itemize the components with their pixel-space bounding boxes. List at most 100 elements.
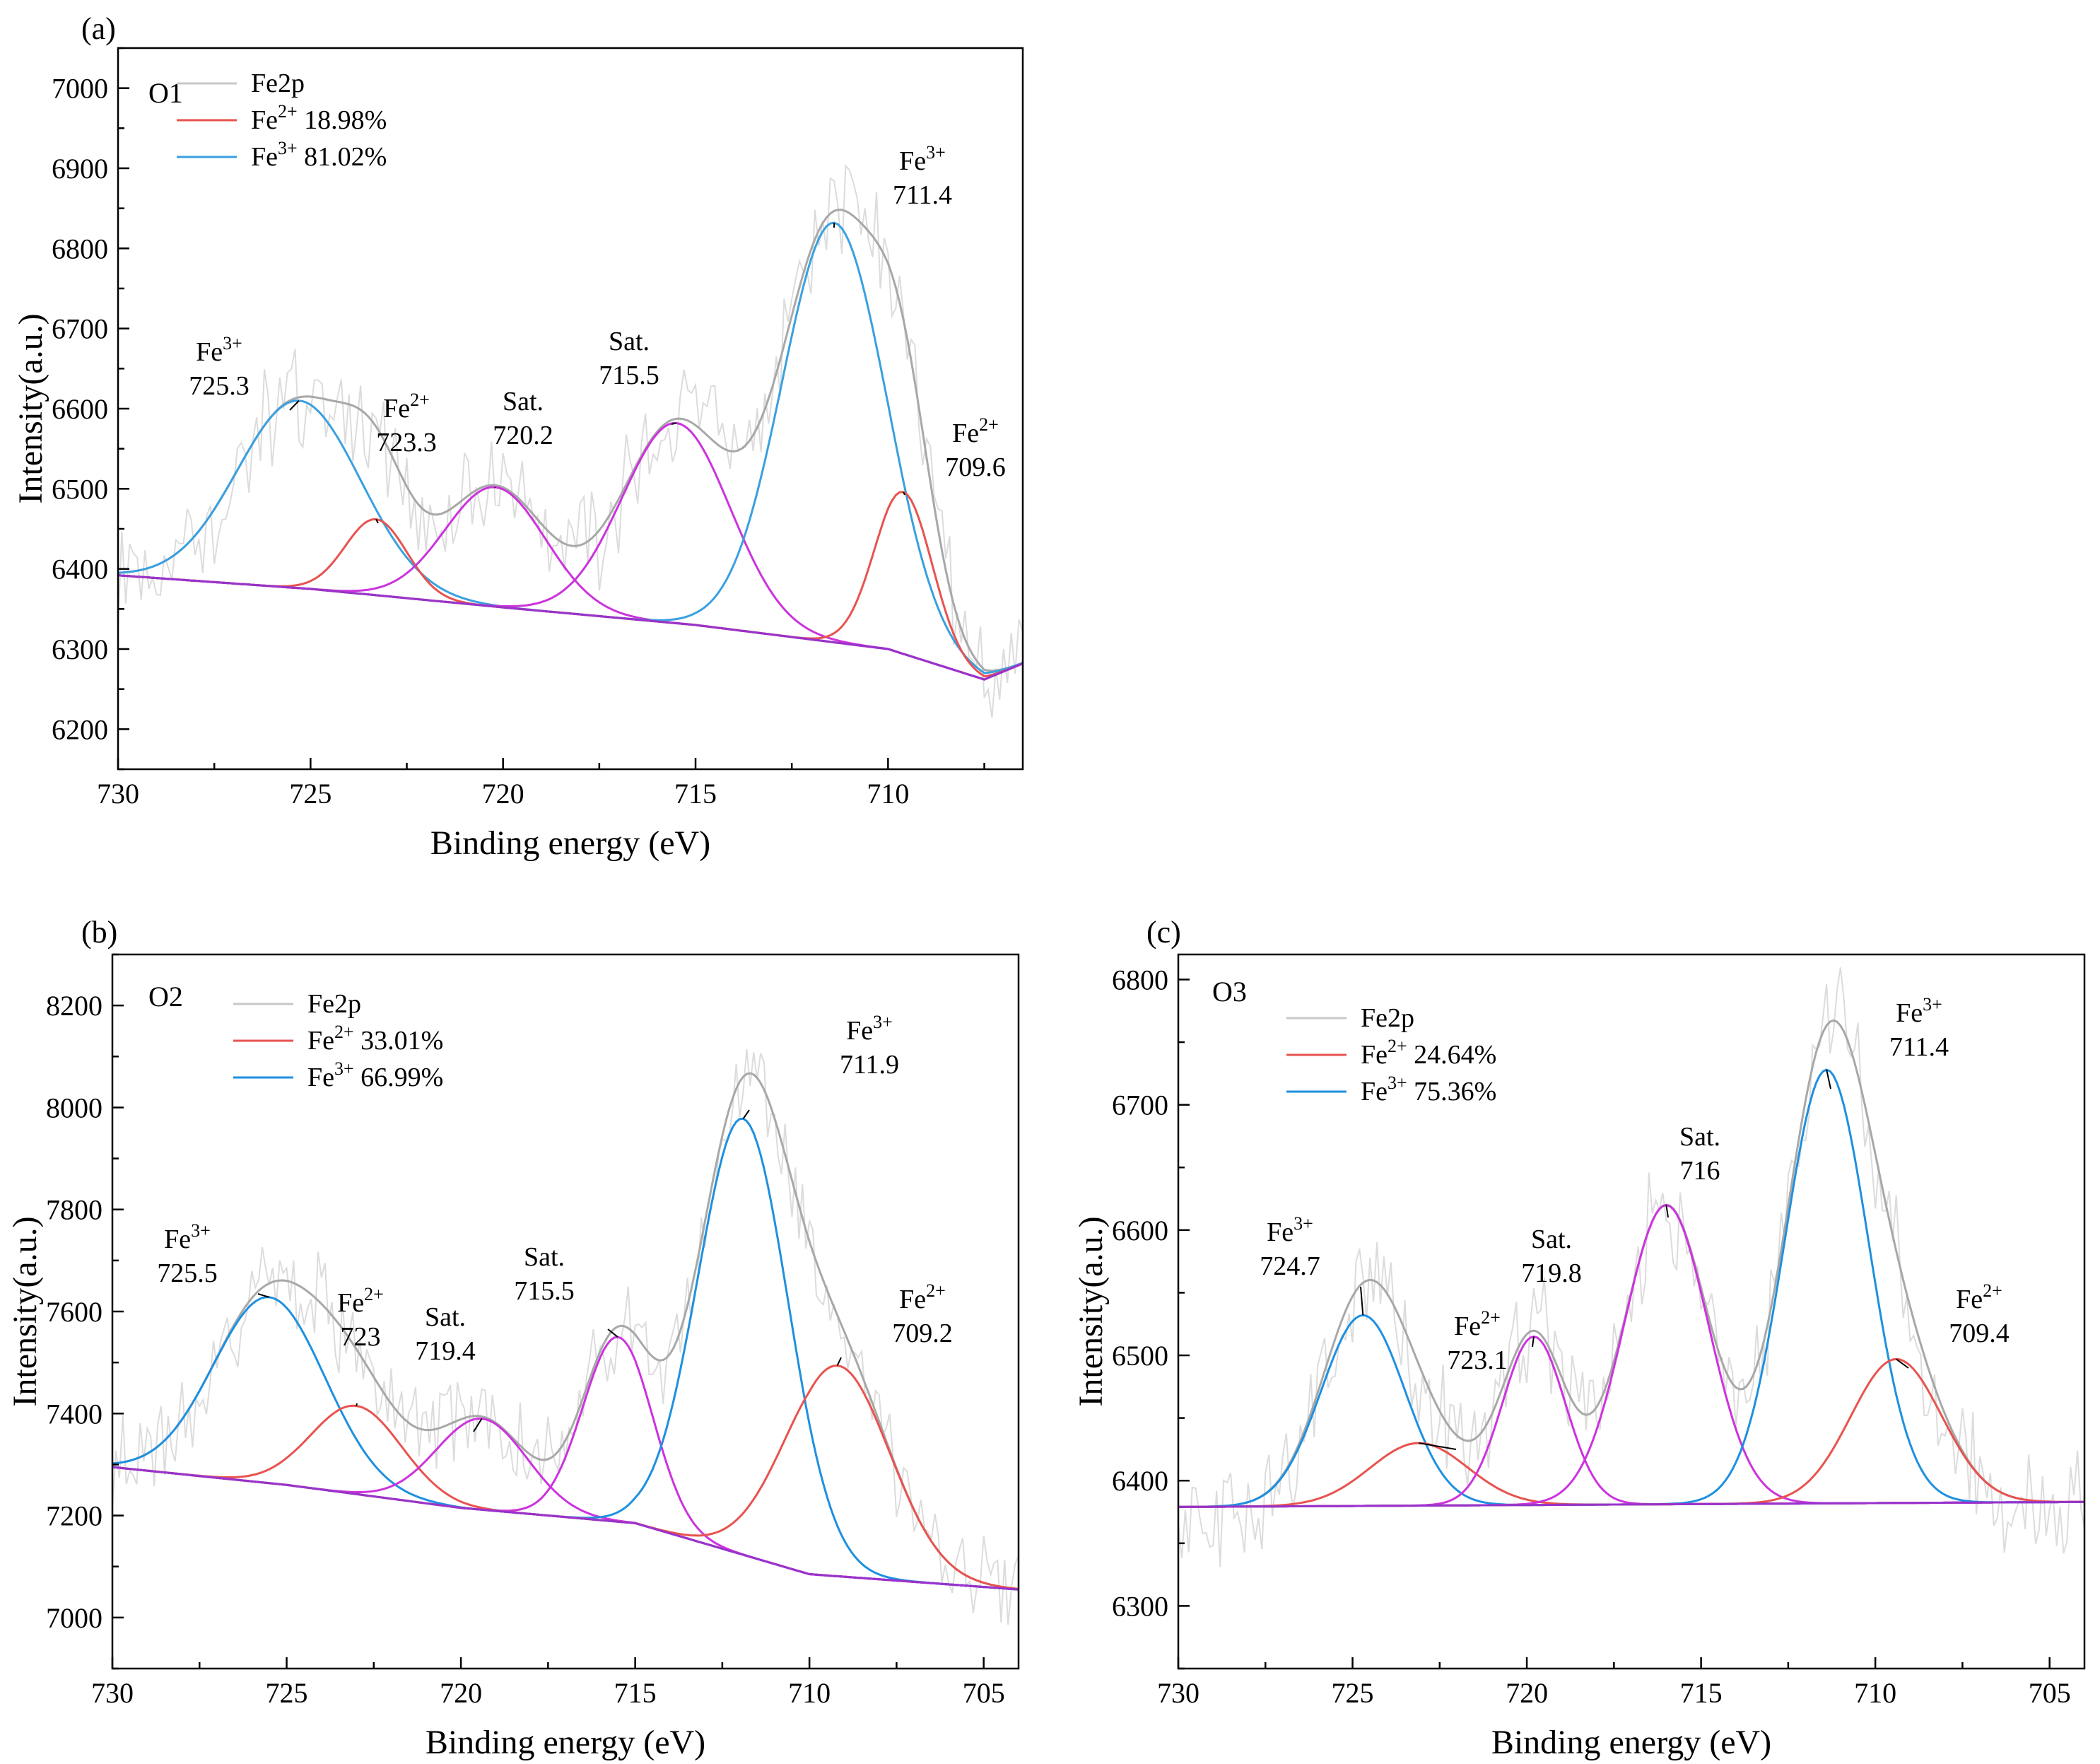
annotation-species-3-base: Sat. (524, 1242, 565, 1272)
annotation-species-1-base: Fe (1454, 1312, 1481, 1341)
peak-component-1 (118, 518, 1023, 681)
chart-panel-2: (c) 730 725 720 715 710 705 6300 6400 6500 6600 670… (1072, 915, 2086, 1761)
annotation-species-4-base: Fe (899, 146, 926, 176)
annotation-energy-1: 723.3 (376, 428, 437, 457)
annotation-energy-3: 715.5 (514, 1276, 575, 1306)
y-tick-label: 6300 (1112, 1590, 1168, 1622)
y-tick-label: 6900 (52, 153, 108, 185)
annotation-species-4-base: Fe (846, 1016, 873, 1046)
legend-label-2: Fe3+ 75.36% (1361, 1073, 1496, 1106)
annotation-energy-5: 709.2 (892, 1319, 953, 1348)
legend-label-2: Fe3+ 81.02% (251, 138, 387, 172)
y-tick-label: 8200 (46, 990, 102, 1022)
sample-label: O2 (148, 981, 183, 1012)
annotation-species-4-sup: 3+ (1923, 994, 1942, 1015)
annotation-species-2-base: Sat. (503, 387, 544, 416)
annotation-leader-0 (1360, 1286, 1364, 1316)
y-tick-label: 8000 (46, 1092, 102, 1123)
x-axis-label: Binding energy (eV) (426, 1724, 705, 1761)
annotation-energy-5: 709.6 (945, 452, 1006, 482)
baseline-series (1178, 1500, 2084, 1508)
baseline-series (112, 1466, 1019, 1591)
legend-label-1-tail: 24.64% (1407, 1040, 1497, 1070)
annotation-species-0: Fe3+ (164, 1220, 211, 1254)
legend-label-1-base: Fe (1361, 1040, 1388, 1070)
legend-label-2: Fe3+ 66.99% (307, 1058, 443, 1092)
peak-component-4 (112, 1117, 1019, 1591)
annotation-species-3: Sat. (1679, 1122, 1720, 1152)
x-tick-label: 710 (867, 778, 909, 810)
annotation-energy-2: 719.4 (415, 1336, 476, 1366)
plot-area (1178, 967, 2084, 1567)
baseline-series (118, 574, 1023, 681)
annotation-species-2-base: Sat. (1531, 1225, 1572, 1254)
x-tick-label: 715 (1680, 1677, 1723, 1709)
annotation-species-5-sup: 2+ (979, 414, 999, 435)
legend-label-2-tail: 81.02% (298, 142, 387, 172)
annotation-energy-2: 720.2 (493, 421, 553, 450)
x-tick-label: 710 (1854, 1677, 1896, 1709)
annotation-energy-1: 723 (341, 1322, 381, 1352)
annotation-species-4: Fe3+ (899, 142, 946, 176)
y-axis-label: Intensity(a.u.) (12, 313, 49, 503)
annotation-species-4-sup: 3+ (926, 142, 946, 163)
fe2p-raw-series (118, 164, 1023, 718)
annotation-leader-1 (375, 518, 379, 524)
annotation-leader-5 (903, 491, 905, 496)
annotation-species-4-base: Fe (1896, 998, 1923, 1028)
legend-label-2-tail: 75.36% (1407, 1077, 1497, 1106)
sample-label: O1 (148, 77, 183, 109)
chart-panel-1: (b) 730 725 720 715 710 705 7000 7200 7400 7600 780… (6, 915, 1020, 1761)
x-tick-label: 720 (1506, 1677, 1548, 1709)
y-tick-label: 6500 (1112, 1340, 1168, 1372)
plot-area (118, 164, 1023, 718)
annotation-leader-3 (607, 1328, 618, 1338)
annotation-energy-3: 715.5 (599, 361, 659, 390)
annotation-leader-0 (257, 1293, 270, 1298)
annotation-species-3: Sat. (524, 1242, 565, 1272)
x-tick-label: 705 (2029, 1677, 2071, 1709)
peak-component-2 (112, 1417, 1019, 1591)
x-axis-label: Binding energy (eV) (1491, 1724, 1771, 1761)
annotation-species-1-sup: 2+ (410, 390, 430, 410)
panel-letter: (b) (81, 915, 117, 950)
legend-label-0-base: Fe2p (1361, 1003, 1414, 1033)
annotation-species-4: Fe3+ (846, 1012, 893, 1046)
annotation-energy-0: 725.3 (189, 371, 250, 401)
y-tick-label: 6600 (1112, 1215, 1168, 1246)
plot-frame (1177, 953, 2086, 1670)
annotation-species-0-sup: 3+ (191, 1220, 211, 1241)
fe2p-raw-series (112, 1049, 1019, 1625)
legend-label-1-sup: 2+ (278, 101, 298, 122)
chart-panel-0: (a) 730 725 720 715 710 6200 6300 6400 6500 6600 67… (12, 11, 1024, 862)
peak-component-3 (118, 421, 1023, 681)
legend-label-2-sup: 3+ (1388, 1073, 1407, 1093)
x-tick-label: 730 (97, 778, 139, 810)
legend-label-0: Fe2p (251, 69, 305, 98)
annotation-leader-2 (1532, 1336, 1535, 1348)
legend-label-1-base: Fe (251, 105, 278, 135)
y-tick-label: 7400 (46, 1398, 102, 1430)
legend-label-1-sup: 2+ (334, 1022, 354, 1042)
legend-label-0-base: Fe2p (307, 989, 361, 1019)
annotation-species-1-sup: 2+ (364, 1284, 384, 1304)
legend-label-1: Fe2+ 18.98% (251, 101, 387, 135)
y-axis-label: Intensity(a.u.) (6, 1216, 44, 1406)
annotation-species-1-base: Fe (383, 394, 410, 424)
y-tick-label: 7000 (46, 1602, 102, 1634)
annotation-energy-0: 725.5 (157, 1258, 218, 1288)
annotation-leader-4 (742, 1109, 750, 1119)
x-tick-label: 730 (91, 1677, 134, 1709)
peak-component-5 (112, 1364, 1019, 1590)
x-tick-label: 720 (440, 1677, 482, 1709)
annotation-species-0-base: Fe (1267, 1217, 1294, 1247)
panel-letter: (c) (1146, 915, 1181, 950)
annotation-species-5-base: Fe (1956, 1285, 1983, 1314)
annotation-species-2: Sat. (1531, 1225, 1572, 1254)
y-tick-label: 6300 (52, 633, 108, 665)
y-tick-label: 6600 (52, 393, 108, 425)
annotation-species-1-base: Fe (337, 1288, 364, 1318)
legend-label-2-sup: 3+ (334, 1058, 354, 1079)
x-axis-label: Binding energy (eV) (430, 824, 710, 862)
